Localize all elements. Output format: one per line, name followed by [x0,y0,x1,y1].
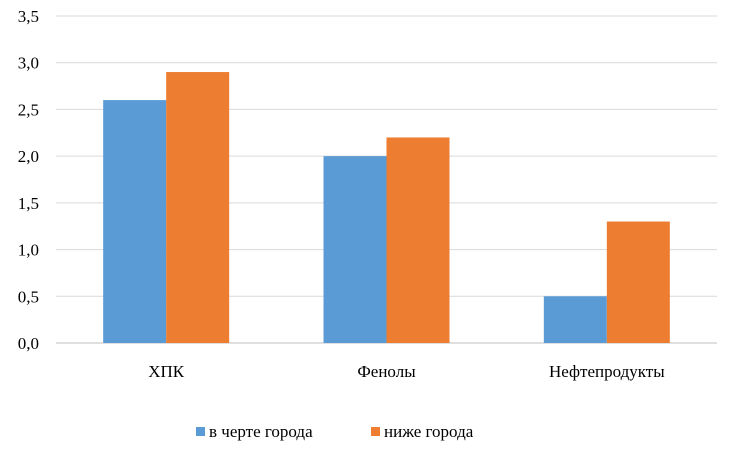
legend-swatch [196,427,205,436]
y-tick-label: 2,0 [18,147,39,166]
legend-label: в черте города [209,422,313,441]
bar-below-city-1 [386,137,450,343]
y-tick-label: 3,5 [18,7,39,26]
y-tick-label: 1,0 [18,241,39,260]
bars [103,72,670,344]
x-category-label: ХПК [148,362,185,381]
y-tick-label: 0,0 [18,334,39,353]
y-tick-label: 1,5 [18,194,39,213]
bar-in-city-2 [543,296,607,343]
y-axis-tick-labels: 0,0 0,5 1,0 1,5 2,0 2,5 3,0 3,5 [18,7,39,353]
y-tick-label: 0,5 [18,287,39,306]
y-tick-label: 3,0 [18,54,39,73]
legend: в черте города ниже города [196,422,474,441]
y-tick-label: 2,5 [18,100,39,119]
bar-in-city-0 [103,100,167,343]
legend-label: ниже города [384,422,474,441]
bar-in-city-1 [323,156,387,343]
x-category-label: Фенолы [357,362,416,381]
x-category-label: Нефтепродукты [549,362,665,381]
bar-below-city-2 [606,221,670,343]
x-axis-category-labels: ХПК Фенолы Нефтепродукты [148,362,665,381]
legend-swatch [371,427,380,436]
bar-below-city-0 [166,72,230,344]
